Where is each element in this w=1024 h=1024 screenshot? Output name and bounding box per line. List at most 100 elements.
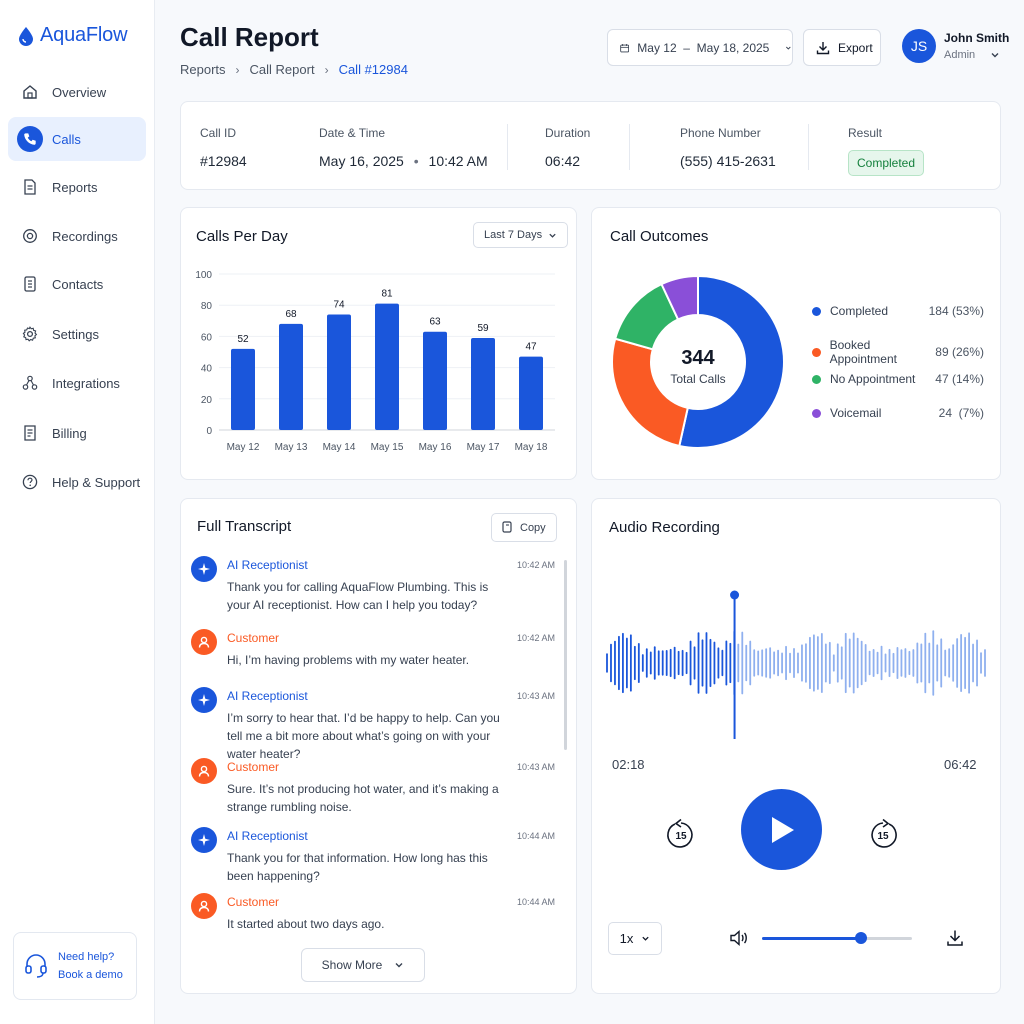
- message-speaker: Customer: [227, 760, 280, 774]
- bar[interactable]: [279, 323, 303, 430]
- legend-label: Completed: [830, 304, 889, 318]
- call-outcomes-chart: 344 Total Calls: [611, 274, 785, 449]
- calls-per-day-card: Calls Per Day Last 7 Days 0 20 40 60 80 100 52…: [180, 207, 577, 480]
- sidebar-item-label: Settings: [52, 326, 99, 342]
- legend-label: No Appointment: [830, 372, 916, 386]
- bar[interactable]: [375, 303, 399, 430]
- date-range-picker[interactable]: May 12 – May 18, 2025: [607, 29, 793, 66]
- avatar[interactable]: JS: [902, 29, 936, 63]
- data-label: 59: [477, 323, 489, 334]
- rewind-icon: [667, 818, 693, 848]
- sparkle-icon: [191, 687, 217, 713]
- bar[interactable]: [231, 348, 255, 430]
- sidebar-item-label: Overview: [52, 84, 107, 100]
- message-text: Thank you for calling AquaFlow Plumbing.…: [227, 580, 489, 612]
- billing-icon: [22, 425, 38, 441]
- message-text: I’m sorry to hear that. I’d be happy to …: [227, 711, 500, 761]
- message-time: 10:43 AM: [516, 691, 555, 701]
- download-icon[interactable]: [946, 929, 964, 947]
- bar[interactable]: [519, 356, 543, 430]
- sparkle-icon: [191, 827, 217, 853]
- duration-value: 06:42: [545, 153, 581, 169]
- copy-label: Copy: [520, 521, 546, 534]
- volume-knob[interactable]: [855, 932, 867, 944]
- bar[interactable]: [471, 337, 495, 430]
- breadcrumb-call-report[interactable]: Call Report: [249, 62, 315, 77]
- sidebar-item-help-support[interactable]: Help & Support: [8, 460, 146, 504]
- transcript-card: Full Transcript Copy: [180, 498, 577, 994]
- legend-dot: [812, 408, 821, 418]
- phone-icon: [17, 126, 43, 152]
- y-tick-label: 0: [206, 426, 212, 437]
- audio-waveform[interactable]: [604, 585, 988, 745]
- sidebar-item-label: Calls: [52, 131, 81, 147]
- copy-icon: [502, 521, 512, 533]
- export-button[interactable]: Export: [803, 29, 881, 66]
- calls-per-day-chart: 0 20 40 60 80 100 52 May 12 68 May 13 74 May 14 81 Ma…: [195, 270, 555, 453]
- forward-seconds: 15: [877, 831, 889, 842]
- app-name: AquaFlow: [40, 24, 128, 46]
- datetime-label: Date & Time: [319, 126, 386, 140]
- forward-icon: [871, 818, 897, 848]
- sidebar-item-settings[interactable]: Settings: [8, 312, 146, 356]
- pie-slice[interactable]: [611, 337, 689, 448]
- dot-separator: •: [413, 153, 419, 169]
- forward-15-button[interactable]: 15: [866, 818, 900, 852]
- help-demo-box[interactable]: Need help? Book a demo: [13, 932, 137, 1000]
- breadcrumb-reports[interactable]: Reports: [180, 62, 226, 77]
- headset-icon: [25, 954, 47, 978]
- pie-slice[interactable]: [678, 274, 785, 449]
- contacts-icon: [22, 276, 38, 292]
- app-logo[interactable]: AquaFlow: [18, 24, 128, 47]
- volume-slider[interactable]: [762, 932, 912, 944]
- volume-icon[interactable]: [729, 929, 749, 947]
- sparkle-icon: [191, 556, 217, 582]
- home-icon: [22, 84, 38, 100]
- sidebar-item-contacts[interactable]: Contacts: [8, 262, 146, 306]
- water-drop-icon: [19, 26, 33, 46]
- sidebar-item-recordings[interactable]: Recordings: [8, 214, 146, 258]
- message-speaker: Customer: [227, 895, 280, 909]
- sidebar-item-billing[interactable]: Billing: [8, 411, 146, 455]
- x-tick-label: May 12: [227, 442, 260, 453]
- call-info-card: Call ID #12984 Date & Time May 16, 2025 …: [180, 101, 1001, 190]
- legend-dot: [812, 374, 821, 384]
- play-button[interactable]: [741, 789, 822, 870]
- call-date: May 16, 2025: [319, 153, 404, 169]
- legend-dot: [812, 347, 821, 357]
- result-field: Result Completed: [848, 126, 925, 176]
- transcript-message: Customer 10:43 AM Sure. It’s not producing…: [191, 758, 557, 818]
- transcript-scrollbar[interactable]: [564, 560, 567, 750]
- playhead-knob[interactable]: [730, 590, 740, 600]
- chevron-down-icon[interactable]: [990, 50, 1000, 60]
- call-outcomes-card: Call Outcomes 344 Total Calls: [591, 207, 1001, 480]
- breadcrumb-current: Call #12984: [338, 62, 408, 77]
- call-id-label: Call ID: [200, 126, 237, 140]
- range-dropdown[interactable]: Last 7 Days: [473, 222, 569, 248]
- legend-value: 89 (26%): [935, 345, 984, 359]
- copy-button[interactable]: Copy: [491, 513, 557, 542]
- data-label: 52: [237, 334, 249, 345]
- bar[interactable]: [327, 314, 351, 430]
- show-more-button[interactable]: Show More: [301, 948, 425, 982]
- export-label: Export: [838, 40, 873, 55]
- integrations-icon: [22, 375, 38, 391]
- bar[interactable]: [423, 331, 447, 430]
- call-id-value: #12984: [200, 153, 247, 169]
- sidebar-item-label: Help & Support: [52, 474, 141, 490]
- sidebar-item-reports[interactable]: Reports: [8, 165, 146, 209]
- legend-label: Voicemail: [830, 406, 882, 420]
- book-demo-link[interactable]: Book a demo: [58, 969, 123, 981]
- rewind-15-button[interactable]: 15: [664, 818, 698, 852]
- call-id-field: Call ID #12984: [200, 126, 247, 169]
- phone-field: Phone Number (555) 415-2631: [680, 126, 776, 169]
- sidebar-item-integrations[interactable]: Integrations: [8, 361, 146, 405]
- sidebar-item-calls[interactable]: Calls: [8, 117, 146, 161]
- legend-value: 24 (7%): [938, 406, 984, 420]
- sidebar-item-overview[interactable]: Overview: [8, 70, 146, 114]
- message-text: It started about two days ago.: [227, 917, 385, 931]
- transcript-title: Full Transcript: [197, 518, 292, 535]
- playback-speed-select[interactable]: 1x: [608, 922, 662, 955]
- pie-slice[interactable]: [660, 274, 699, 321]
- chevron-down-icon: [786, 46, 792, 50]
